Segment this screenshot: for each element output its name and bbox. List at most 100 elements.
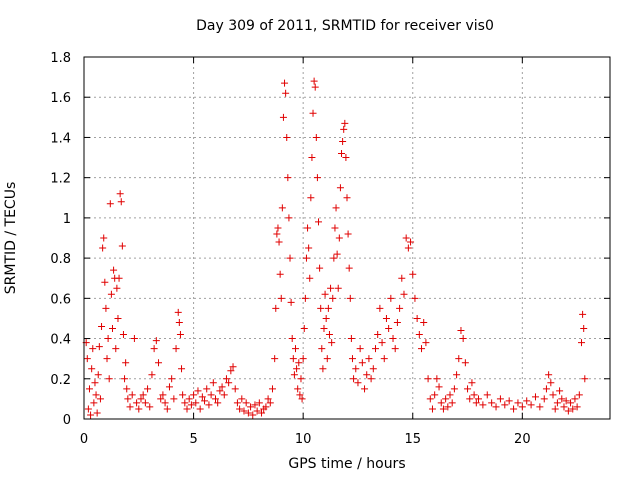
data-point	[179, 391, 187, 399]
data-point	[558, 395, 566, 403]
data-point	[444, 403, 452, 411]
data-point	[527, 401, 535, 409]
data-point	[407, 238, 415, 246]
data-point	[348, 355, 356, 363]
data-point	[382, 314, 390, 322]
data-point	[581, 375, 589, 383]
data-point	[325, 331, 333, 339]
data-point	[288, 335, 296, 343]
data-point	[247, 403, 255, 411]
data-point	[244, 409, 252, 417]
data-point	[264, 395, 272, 403]
axis-ticks: 0 5 10 15 20 0 0.2 0.4 0.6 0.8 1 1.2 1.4 1.6 1.8	[50, 51, 610, 447]
data-point	[433, 375, 441, 383]
data-point	[294, 385, 302, 393]
data-point	[496, 395, 504, 403]
data-point	[124, 395, 132, 403]
data-point	[352, 365, 360, 373]
data-point	[100, 234, 108, 242]
data-point	[273, 230, 281, 238]
data-point	[266, 399, 274, 407]
data-point	[306, 274, 314, 282]
data-point	[479, 401, 487, 409]
data-point	[141, 399, 149, 407]
data-point	[551, 405, 559, 413]
data-point	[268, 385, 276, 393]
data-point	[93, 409, 101, 417]
data-point	[103, 355, 111, 363]
data-point	[84, 405, 92, 413]
data-point	[376, 304, 384, 312]
data-point	[470, 391, 478, 399]
data-point	[330, 254, 338, 262]
data-point	[540, 395, 548, 403]
data-point	[137, 395, 145, 403]
data-point	[290, 371, 298, 379]
data-point	[391, 345, 399, 353]
data-point	[466, 395, 474, 403]
data-point	[231, 385, 239, 393]
data-point	[114, 314, 122, 322]
data-point	[96, 395, 104, 403]
data-point	[117, 198, 125, 206]
plot-frame	[83, 56, 611, 420]
data-point	[393, 318, 401, 326]
y-axis-label: SRMTID / TECUs	[3, 181, 19, 295]
x-tick-label: 5	[189, 432, 197, 447]
data-point	[562, 397, 570, 405]
data-point	[121, 375, 129, 383]
data-point	[309, 109, 317, 117]
data-point	[431, 391, 439, 399]
data-point	[128, 391, 136, 399]
data-point	[578, 339, 586, 347]
y-tick-label: 1.6	[50, 91, 71, 106]
data-point	[385, 325, 393, 332]
data-point	[324, 304, 332, 312]
data-point	[133, 399, 141, 407]
data-point	[275, 238, 283, 246]
data-point	[333, 250, 341, 258]
data-point	[146, 403, 154, 411]
data-point	[105, 375, 113, 383]
data-point	[144, 385, 152, 393]
data-point	[338, 150, 346, 158]
data-point	[190, 391, 198, 399]
data-point	[99, 244, 107, 252]
data-point	[450, 385, 458, 393]
data-point	[320, 325, 328, 332]
data-point	[238, 395, 246, 403]
data-point	[107, 290, 115, 298]
data-point	[332, 204, 340, 212]
grid-lines	[84, 57, 610, 419]
data-point	[229, 363, 237, 371]
data-point	[101, 278, 109, 286]
data-point	[113, 284, 121, 292]
data-point	[283, 133, 291, 141]
data-point	[225, 379, 233, 387]
data-point	[278, 204, 286, 212]
data-point	[87, 411, 95, 419]
data-point	[296, 391, 304, 399]
data-point	[220, 391, 228, 399]
data-point	[123, 385, 131, 393]
y-tick-label: 1.8	[50, 51, 71, 66]
data-point	[285, 214, 293, 222]
x-axis-label: GPS time / hours	[288, 456, 406, 472]
data-point	[358, 359, 366, 367]
data-point	[453, 371, 461, 379]
data-point	[168, 375, 176, 383]
data-point	[293, 365, 301, 373]
data-point	[163, 405, 171, 413]
data-point	[110, 266, 118, 274]
data-point	[85, 385, 93, 393]
data-point	[344, 230, 352, 238]
data-point	[115, 274, 123, 282]
data-point	[205, 401, 213, 409]
data-point	[126, 403, 134, 411]
data-point	[411, 294, 419, 302]
data-point	[98, 322, 106, 330]
data-point	[442, 395, 450, 403]
data-point	[198, 393, 206, 401]
data-point	[571, 395, 579, 403]
